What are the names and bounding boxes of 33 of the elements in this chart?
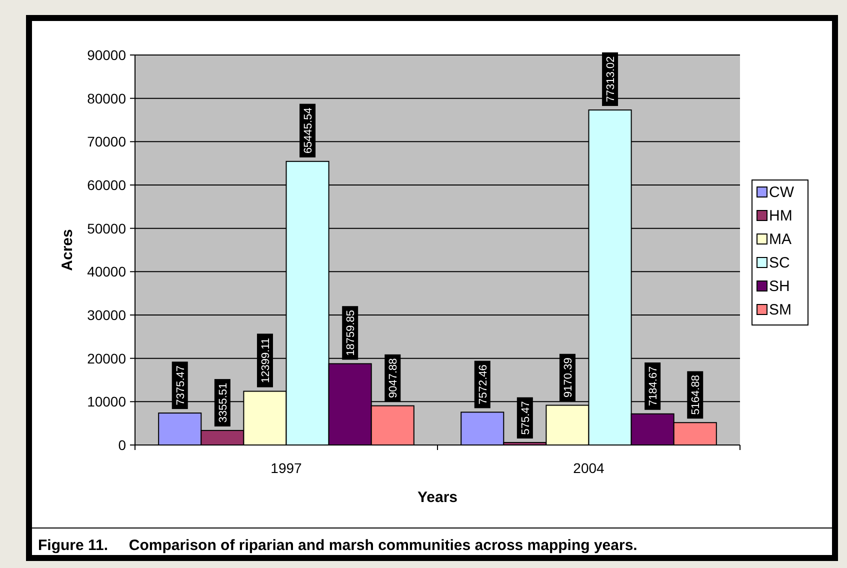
legend-label: HM [769, 208, 792, 224]
y-tick-label: 40000 [87, 264, 126, 280]
legend-label: MA [769, 231, 792, 248]
data-label: 65445.54 [302, 108, 315, 154]
y-tick-label: 30000 [87, 307, 126, 323]
caption: Figure 11. Comparison of riparian and marsh communities across mapping years. [38, 537, 638, 554]
data-label: 7184.67 [648, 366, 660, 406]
y-tick-label: 20000 [87, 350, 126, 366]
data-label: 12399.11 [260, 338, 272, 384]
data-label: 7375.47 [174, 365, 187, 406]
legend-label: SM [769, 302, 792, 318]
y-tick-label: 0 [118, 437, 126, 453]
data-label: 9170.39 [562, 358, 574, 398]
y-tick-label: 80000 [87, 90, 126, 106]
legend-label: SC [769, 254, 790, 272]
y-tick-label: 90000 [87, 47, 126, 63]
y-tick-label: 60000 [87, 177, 126, 193]
y-tick-label: 70000 [87, 134, 126, 150]
y-axis-title: Acres [59, 229, 76, 271]
legend-label: CW [769, 184, 795, 201]
x-axis-title: Years [417, 489, 458, 506]
x-tick-label: 1997 [270, 460, 302, 476]
data-label: 575.47 [520, 401, 532, 435]
data-label: 77313.02 [605, 56, 618, 102]
data-label: 7572.46 [477, 364, 490, 404]
y-tick-label: 10000 [87, 394, 126, 410]
legend-label: SH [769, 278, 790, 295]
data-label: 5164.88 [690, 375, 702, 415]
data-label: 18759.85 [345, 310, 358, 356]
data-label: 9047.88 [388, 358, 400, 398]
data-label: 3355.51 [217, 382, 230, 423]
x-tick-label: 2004 [573, 460, 605, 476]
y-tick-label: 50000 [87, 220, 126, 236]
